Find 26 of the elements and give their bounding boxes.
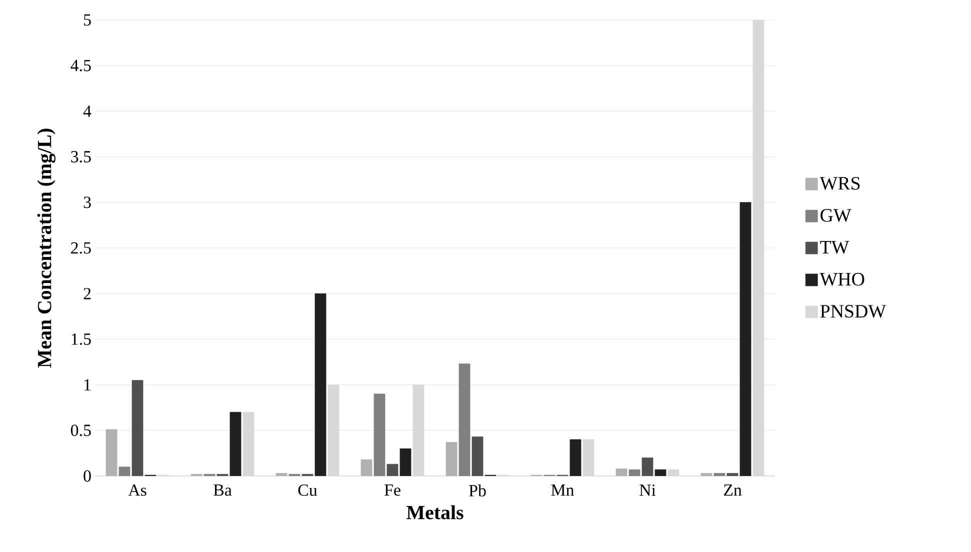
y-tick-label: 4 xyxy=(83,106,92,117)
x-tick-label: As xyxy=(128,484,146,496)
x-tick-label: Fe xyxy=(384,484,400,496)
legend-label: TW xyxy=(820,241,850,254)
legend-label: GW xyxy=(820,209,852,222)
x-tick-label: Cu xyxy=(298,484,318,496)
y-tick-label: 4.5 xyxy=(70,60,91,72)
legend-label: WHO xyxy=(820,272,864,286)
y-tick-label: 2 xyxy=(84,288,91,300)
legend-label: WRS xyxy=(820,177,860,190)
x-tick-label: Zn xyxy=(724,484,742,496)
y-axis-title: Mean Concentration (mg/L) xyxy=(37,128,56,368)
x-axis-title: Metals xyxy=(406,505,464,520)
legend-label: PNSDW xyxy=(820,304,886,318)
y-tick-label: 3.5 xyxy=(71,151,91,163)
y-tick-label: 2.5 xyxy=(71,242,91,254)
y-tick-label: 0 xyxy=(84,470,91,482)
x-tick-label: Mn xyxy=(551,484,574,496)
x-tick-label: Pb xyxy=(469,484,486,496)
y-tick-label: 1.5 xyxy=(72,333,91,345)
x-tick-label: Ni xyxy=(640,484,656,496)
y-tick-label: 3 xyxy=(84,196,91,208)
x-tick-label: Ba xyxy=(214,484,232,496)
y-tick-label: 1 xyxy=(84,379,90,390)
y-tick-label: 5 xyxy=(84,14,91,26)
y-tick-label: 0.5 xyxy=(70,424,91,436)
